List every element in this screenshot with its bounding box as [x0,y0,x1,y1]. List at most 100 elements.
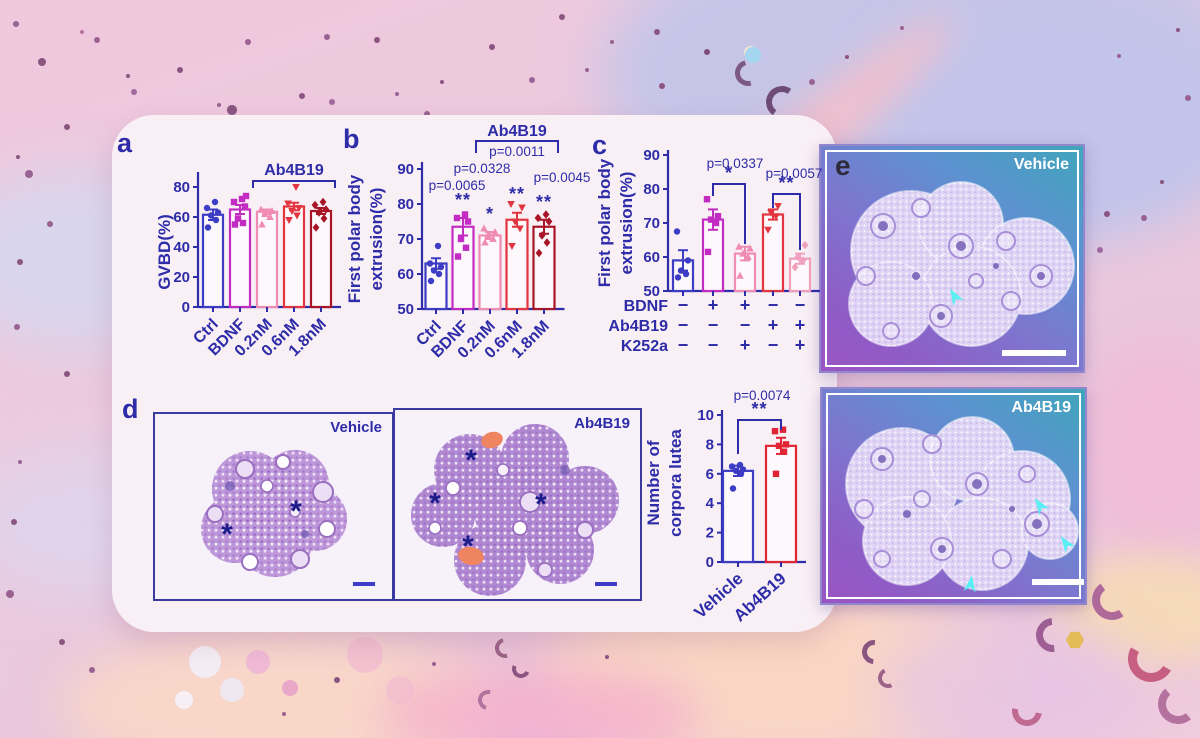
data-points [480,224,499,246]
bar-0.6nM [505,218,529,311]
corpus-luteum-asterisks: * * * * [429,444,547,563]
dark-follicle-cores [878,455,1042,553]
svg-text:10: 10 [697,407,714,424]
svg-text:**: ** [455,190,471,210]
svg-text:−: − [678,295,689,315]
svg-text:**: ** [778,173,794,193]
svg-text:+: + [768,315,779,335]
svg-text:4: 4 [706,495,715,512]
svg-text:*: * [429,487,441,520]
svg-text:20: 20 [173,269,190,286]
svg-text:*: * [465,444,477,477]
hexagon-decoration [1066,631,1084,649]
arrow-icon [950,288,964,307]
svg-text:BDNF: BDNF [624,298,669,315]
svg-text:50: 50 [643,283,660,300]
ovary-fluorescence-ab4b19 [845,416,1084,593]
svg-text:90: 90 [397,161,414,178]
panel-c-chart-extrusion-k252a: 50 60 70 80 90 First polar body extrusion(%) BD… [590,130,842,380]
data-points [735,242,754,279]
svg-text:50: 50 [397,301,414,318]
arrow-icon [1060,535,1076,554]
panel-b-letter: b [343,124,360,154]
data-points [426,242,445,285]
svg-text:**: ** [509,184,525,204]
svg-text:6: 6 [706,466,714,483]
data-points [728,461,747,492]
svg-text:*: * [725,163,733,183]
svg-text:70: 70 [643,215,660,232]
svg-text:*: * [221,518,233,551]
svg-text:−: − [678,315,689,335]
bar-1.8nM [309,209,333,309]
arrow-icon [1034,497,1050,516]
scale-bar [595,582,617,586]
svg-text:First polar body: First polar body [345,174,364,303]
svg-text:2: 2 [706,525,714,542]
scale-bar [353,582,375,586]
svg-text:+: + [795,315,806,335]
data-points [257,205,276,228]
data-points [534,210,553,258]
svg-text:corpora lutea: corpora lutea [666,429,685,537]
svg-text:60: 60 [643,249,660,266]
svg-text:−: − [795,295,806,315]
svg-text:60: 60 [173,209,190,226]
bar-0.6nM [282,205,306,309]
panel-a-chart-gvbd: 0 20 40 60 80 GVBD(%) Ctrl BDNF 0.2nM 0.6nM 1.8nM A… [112,125,347,382]
ovary-section-vehicle: * * [201,450,375,586]
scale-bar [1002,350,1066,356]
bar-1.8nM [532,225,556,311]
follicles [206,454,336,571]
bar-Vehicle [721,469,755,564]
dark-follicle-cores [878,221,1045,320]
data-points [703,196,722,256]
svg-text:**: ** [751,399,767,419]
data-points [284,184,303,224]
svg-text:First polar body: First polar body [595,158,614,287]
svg-text:60: 60 [397,266,414,283]
svg-text:80: 80 [173,179,190,196]
svg-text:8: 8 [706,436,714,453]
data-points [771,426,790,477]
svg-text:p=0.0074: p=0.0074 [734,388,791,403]
data-points [791,240,809,272]
svg-text:+: + [740,295,751,315]
svg-text:40: 40 [173,239,190,256]
svg-text:80: 80 [643,181,660,198]
svg-text:p=0.0337: p=0.0337 [707,156,764,171]
fluorescence-ab4b19-label: Ab4B19 [1011,399,1071,416]
svg-text:p=0.0057: p=0.0057 [766,166,823,181]
panel-a-letter: a [117,128,133,158]
svg-text:−: − [768,335,779,355]
data-points [453,211,472,260]
svg-text:0: 0 [706,554,714,571]
svg-text:*: * [290,495,302,528]
ovary-section-ab4b19: * * * * [411,424,619,596]
data-points [230,192,250,228]
svg-text:−: − [708,315,719,335]
svg-text:Ab4B19: Ab4B19 [487,123,547,140]
svg-text:K252a: K252a [621,338,668,355]
fluorescence-ab4b19-image: Ab4B19 [820,387,1087,605]
svg-text:Ab4B19: Ab4B19 [264,162,324,179]
svg-text:GVBD(%): GVBD(%) [155,214,174,290]
svg-text:+: + [708,295,719,315]
svg-text:−: − [708,335,719,355]
svg-text:−: − [740,315,751,335]
scale-bar [1032,579,1084,585]
arrow-icon [963,574,976,593]
histology-ab4b19-he-image: Ab4B19 [393,408,642,601]
svg-text:p=0.0011: p=0.0011 [489,144,545,159]
svg-text:p=0.0065: p=0.0065 [429,178,486,193]
svg-text:p=0.0045: p=0.0045 [534,170,591,185]
scatter-dots-decoration [0,0,4,4]
svg-text:0: 0 [182,299,190,316]
svg-text:70: 70 [397,231,414,248]
svg-text:**: ** [536,192,552,212]
bar-0.2nM [478,234,502,311]
svg-text:−: − [678,335,689,355]
svg-text:Ab4B19: Ab4B19 [608,318,668,335]
bar-Ab4B19 [764,444,798,564]
panel-d-letter: d [122,394,139,424]
